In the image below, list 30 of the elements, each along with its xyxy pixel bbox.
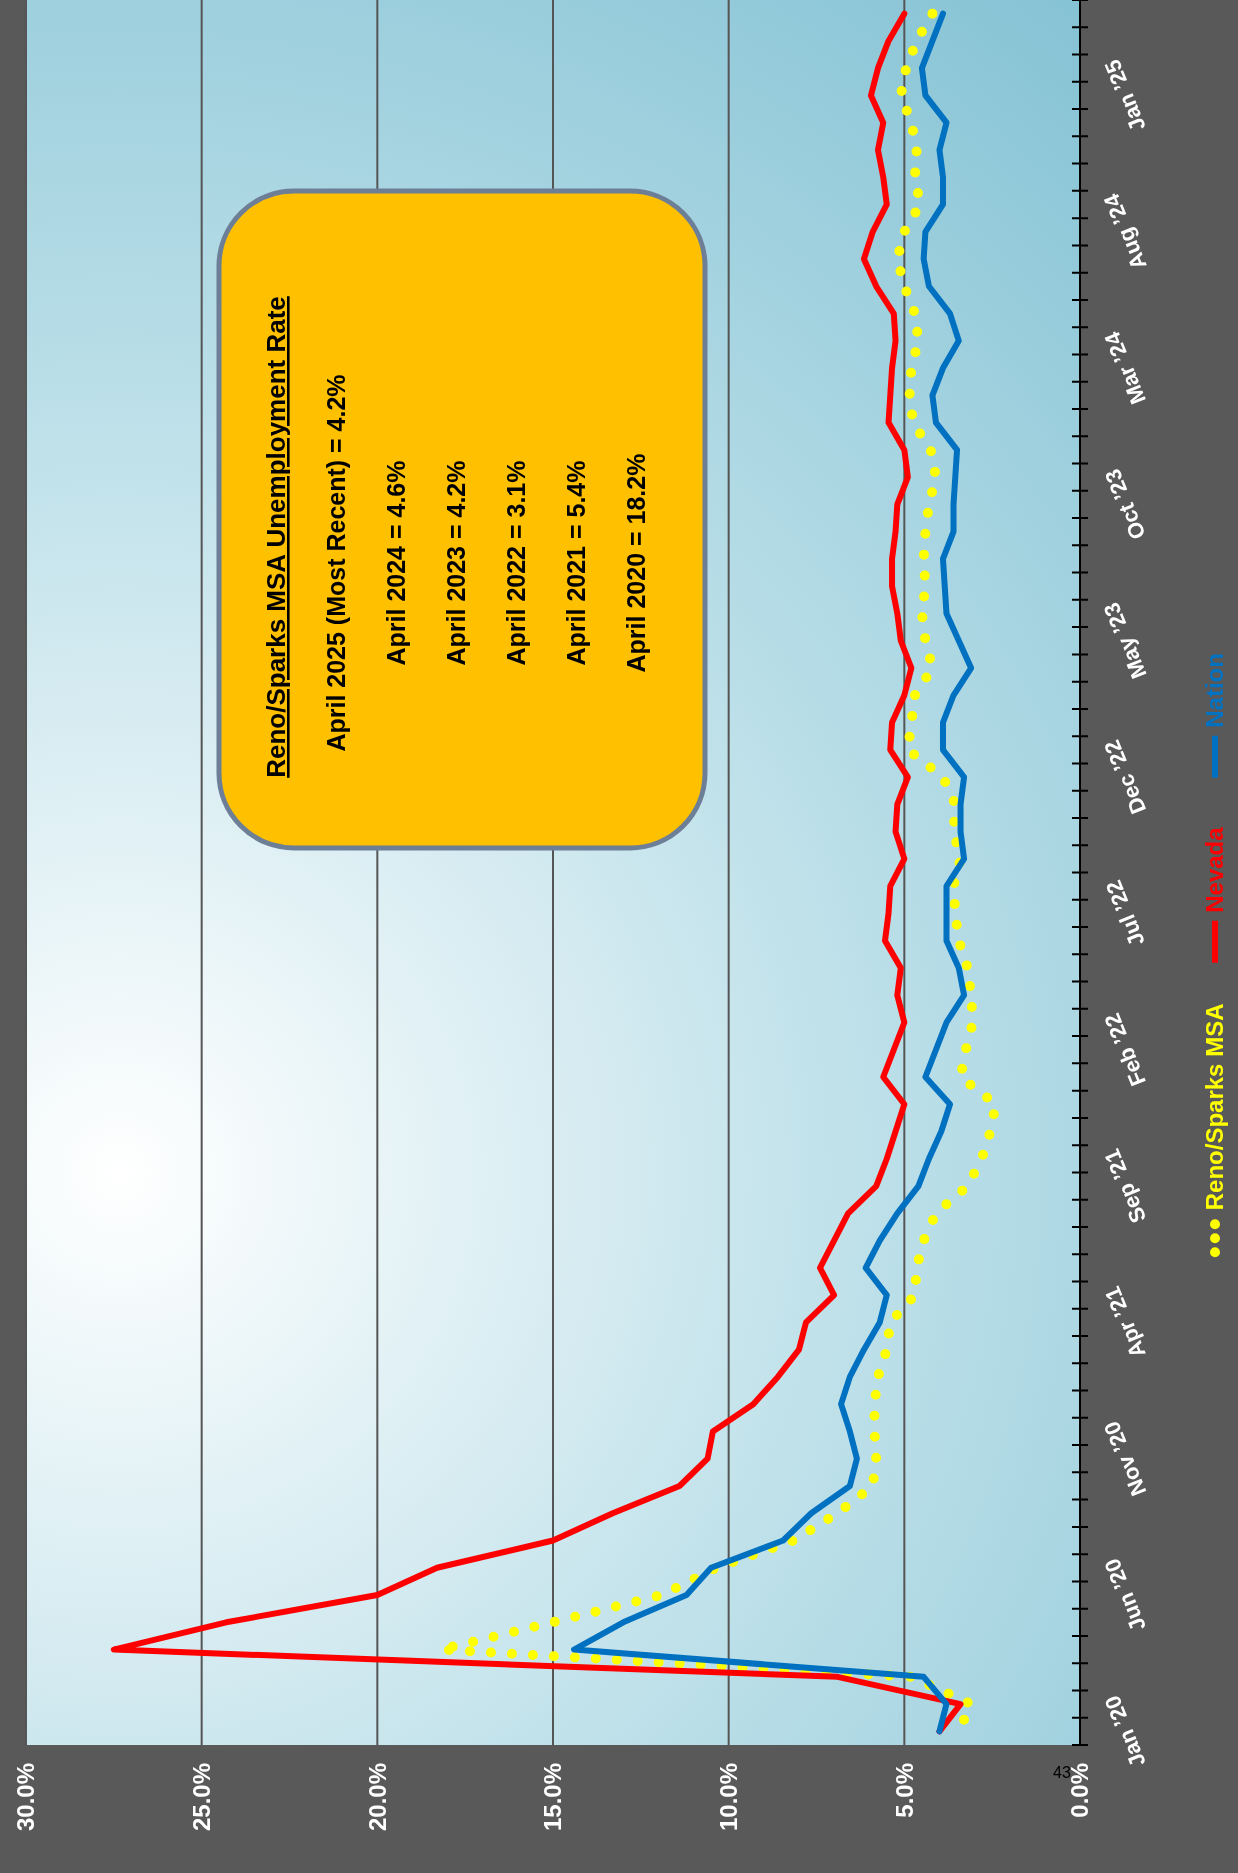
y-tick-label: Mar ’24 xyxy=(1099,327,1151,408)
annotation: Reno/Sparks MSA Unemployment Rate xyxy=(261,296,291,778)
y-tick-label: Jan ’25 xyxy=(1099,56,1151,135)
text: Nevada xyxy=(1201,826,1229,913)
annotation: April 2021 = 5.4% xyxy=(562,460,590,666)
text: Reno/Sparks MSA xyxy=(1201,1003,1229,1211)
x-tick-label: 10.0% xyxy=(715,1763,743,1832)
y-tick-label: May ’23 xyxy=(1098,599,1152,683)
x-tick-label: 15.0% xyxy=(539,1763,567,1832)
y-tick-label: Feb ’22 xyxy=(1099,1009,1151,1090)
x-tick-label: 5.0% xyxy=(890,1763,918,1818)
annotation: April 2024 = 4.6% xyxy=(382,460,410,666)
y-tick-label: Aug ’24 xyxy=(1098,189,1152,274)
y-tick-label: Jun ’20 xyxy=(1099,1555,1151,1635)
annotation: April 2025 (Most Recent) = 4.2% xyxy=(322,374,350,752)
y-tick-label: Jan ’20 xyxy=(1099,1692,1151,1771)
y-tick-label: Jul ’22 xyxy=(1100,876,1150,950)
x-tick-label: 30.0% xyxy=(12,1763,40,1832)
annotation: April 2023 = 4.2% xyxy=(442,460,470,666)
annotation: April 2020 = 18.2% xyxy=(622,453,650,673)
y-tick-label: Oct ’23 xyxy=(1099,465,1151,544)
y-tick-label: Nov ’20 xyxy=(1098,1417,1152,1500)
y-tick-label: Dec ’22 xyxy=(1099,736,1152,818)
y-tick-label: Apr ’21 xyxy=(1099,1283,1151,1362)
x-tick-label: 20.0% xyxy=(363,1763,391,1832)
x-tick-label: 25.0% xyxy=(188,1763,216,1832)
text: 43 xyxy=(1053,1764,1071,1781)
annotation: April 2022 = 3.1% xyxy=(502,460,530,666)
y-tick-label: Sep ’21 xyxy=(1099,1145,1152,1227)
text: Nation xyxy=(1201,653,1229,728)
